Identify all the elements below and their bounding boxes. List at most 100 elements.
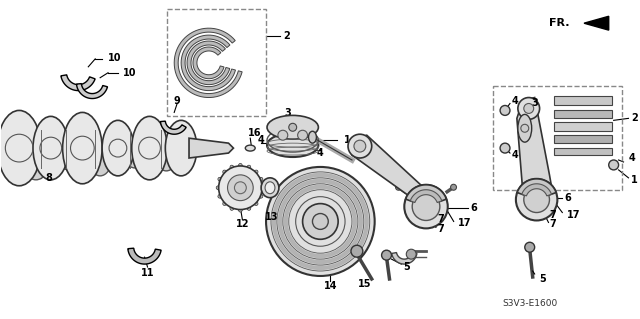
Bar — [493, 85, 621, 190]
Circle shape — [278, 130, 288, 140]
Circle shape — [404, 185, 448, 228]
Ellipse shape — [245, 145, 255, 151]
Bar — [167, 9, 266, 116]
Circle shape — [348, 134, 372, 158]
Text: 1: 1 — [632, 175, 638, 185]
Circle shape — [312, 213, 328, 229]
Polygon shape — [522, 184, 552, 196]
Ellipse shape — [223, 201, 227, 205]
Text: 7: 7 — [438, 214, 444, 225]
Polygon shape — [189, 138, 234, 158]
Bar — [554, 135, 612, 143]
Circle shape — [354, 140, 366, 152]
Circle shape — [303, 204, 338, 239]
Polygon shape — [187, 41, 230, 85]
Circle shape — [228, 175, 253, 201]
Polygon shape — [352, 135, 438, 221]
Ellipse shape — [246, 165, 251, 170]
Text: 1: 1 — [344, 135, 351, 145]
Circle shape — [406, 249, 416, 259]
Ellipse shape — [265, 182, 275, 194]
Polygon shape — [517, 179, 556, 195]
Polygon shape — [161, 121, 186, 134]
Text: 2: 2 — [632, 113, 638, 123]
Circle shape — [412, 193, 440, 220]
Circle shape — [525, 242, 534, 252]
Polygon shape — [392, 253, 417, 264]
Ellipse shape — [308, 131, 316, 143]
Text: 7: 7 — [549, 219, 556, 229]
Text: 4: 4 — [511, 95, 518, 106]
Text: 2: 2 — [283, 31, 289, 41]
Ellipse shape — [260, 186, 264, 190]
Ellipse shape — [165, 120, 197, 176]
Ellipse shape — [156, 139, 177, 171]
Bar — [554, 110, 612, 118]
Text: 6: 6 — [470, 203, 477, 212]
Circle shape — [518, 98, 540, 119]
Ellipse shape — [132, 116, 167, 180]
Text: 17: 17 — [567, 210, 580, 219]
Text: FR.: FR. — [548, 18, 569, 28]
Ellipse shape — [0, 110, 41, 186]
Ellipse shape — [218, 177, 223, 182]
Text: 13: 13 — [265, 212, 279, 222]
Ellipse shape — [267, 115, 318, 139]
Ellipse shape — [253, 170, 258, 174]
Text: 4: 4 — [258, 135, 264, 145]
Circle shape — [396, 184, 401, 190]
Text: 10: 10 — [108, 53, 122, 63]
Text: 15: 15 — [358, 279, 372, 289]
Text: 4: 4 — [511, 150, 518, 160]
Ellipse shape — [22, 140, 50, 180]
Text: 3: 3 — [531, 99, 538, 108]
Ellipse shape — [57, 134, 81, 170]
Ellipse shape — [216, 186, 221, 190]
Text: 3: 3 — [284, 108, 291, 118]
Bar — [554, 96, 612, 106]
Ellipse shape — [246, 205, 251, 210]
Circle shape — [524, 103, 534, 114]
Text: S3V3-E1600: S3V3-E1600 — [502, 299, 557, 308]
Ellipse shape — [518, 115, 532, 142]
Polygon shape — [174, 28, 242, 98]
Text: 5: 5 — [403, 262, 410, 272]
Ellipse shape — [238, 207, 243, 212]
Polygon shape — [181, 35, 236, 91]
Text: 8: 8 — [46, 173, 52, 183]
Circle shape — [351, 245, 363, 257]
Text: 4: 4 — [628, 153, 636, 163]
Ellipse shape — [267, 133, 318, 157]
Circle shape — [219, 166, 262, 210]
Polygon shape — [77, 84, 108, 99]
Ellipse shape — [33, 116, 68, 180]
Ellipse shape — [63, 112, 102, 184]
Text: 11: 11 — [141, 268, 154, 278]
Ellipse shape — [230, 205, 234, 210]
Ellipse shape — [253, 201, 258, 205]
Text: 16: 16 — [248, 128, 262, 138]
Text: 10: 10 — [123, 68, 136, 78]
Circle shape — [289, 123, 297, 131]
Text: 7: 7 — [438, 224, 444, 234]
Polygon shape — [584, 16, 609, 30]
Circle shape — [298, 130, 308, 140]
Circle shape — [266, 167, 374, 276]
Polygon shape — [410, 190, 442, 203]
Polygon shape — [193, 47, 224, 79]
Ellipse shape — [261, 178, 279, 198]
Ellipse shape — [258, 177, 263, 182]
Polygon shape — [406, 185, 447, 202]
Ellipse shape — [258, 194, 263, 198]
Ellipse shape — [223, 170, 227, 174]
Ellipse shape — [238, 163, 243, 168]
Text: 9: 9 — [174, 95, 180, 106]
Circle shape — [500, 143, 510, 153]
Bar — [554, 122, 612, 131]
Circle shape — [524, 187, 550, 212]
Circle shape — [451, 184, 456, 190]
Ellipse shape — [102, 120, 134, 176]
Circle shape — [516, 179, 557, 220]
Text: 12: 12 — [236, 219, 249, 229]
Text: 5: 5 — [539, 274, 546, 284]
